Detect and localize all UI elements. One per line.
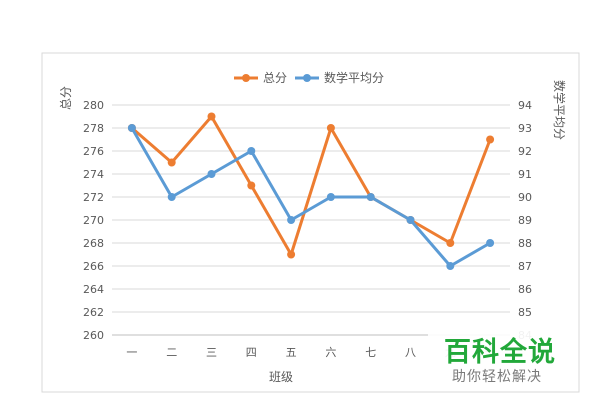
x-tick-label: 二 [166, 346, 177, 359]
left-axis-ticks: 260 262 264 266 268 270 272 274 276 278 280 [83, 99, 104, 342]
left-tick-label: 280 [83, 99, 104, 112]
left-tick-label: 268 [83, 237, 104, 250]
legend-marker-total [242, 74, 250, 82]
series-2-point [287, 216, 296, 224]
x-tick-label: 六 [325, 346, 336, 359]
series-2-point [366, 193, 375, 201]
series-2-point [207, 170, 216, 178]
watermark: 百科全说 助你轻松解决 [428, 322, 578, 388]
series-1-point [207, 112, 216, 121]
right-tick-label: 90 [518, 191, 532, 204]
legend: 总分 数学平均分 [234, 70, 384, 85]
series-1-point [287, 250, 296, 259]
left-tick-label: 260 [83, 329, 104, 342]
right-tick-label: 92 [518, 145, 532, 158]
series-2-point [167, 193, 176, 201]
series-1-point [167, 158, 176, 167]
right-tick-label: 94 [518, 99, 532, 112]
left-tick-label: 272 [83, 191, 104, 204]
series-1-point [486, 135, 495, 144]
right-tick-label: 89 [518, 214, 532, 227]
right-tick-label: 85 [518, 306, 532, 319]
legend-marker-math [303, 74, 311, 82]
legend-label-total: 总分 [263, 71, 287, 85]
watermark-logo: 百科全说 [444, 337, 556, 368]
left-tick-label: 270 [83, 214, 104, 227]
left-tick-label: 278 [83, 122, 104, 135]
right-tick-label: 88 [518, 237, 532, 250]
right-tick-label: 86 [518, 283, 532, 296]
y-axis-title: 总分 [59, 86, 73, 110]
series-1-point [326, 124, 335, 132]
series-2-point [247, 147, 256, 155]
series-2-point [446, 262, 455, 270]
left-tick-label: 266 [83, 260, 104, 273]
series-2-point [127, 124, 136, 132]
series-2-point [326, 193, 335, 201]
legend-label-math: 数学平均分 [324, 70, 384, 85]
series-1-point [446, 239, 455, 247]
series-layer [127, 112, 495, 270]
y2-axis-title: 数学平均分 [552, 80, 567, 140]
right-tick-label: 91 [518, 168, 532, 181]
watermark-slogan: 助你轻松解决 [452, 369, 542, 385]
x-axis-title: 班级 [269, 370, 293, 384]
right-tick-label: 87 [518, 260, 532, 273]
x-tick-label: 三 [206, 346, 217, 359]
right-axis-ticks: 8485868788899091929394 [518, 99, 532, 342]
series-line-1 [130, 115, 492, 256]
left-tick-label: 276 [83, 145, 104, 158]
x-tick-label: 五 [286, 346, 297, 359]
series-1-point [247, 181, 256, 190]
series-2-point [486, 239, 495, 247]
series-line-2 [130, 126, 492, 268]
series-2-point [406, 216, 415, 224]
x-tick-label: 一 [126, 346, 137, 359]
x-tick-label: 四 [246, 346, 257, 359]
right-tick-label: 93 [518, 122, 532, 135]
left-tick-label: 264 [83, 283, 104, 296]
left-tick-label: 262 [83, 306, 104, 319]
x-tick-label: 八 [405, 346, 416, 359]
left-tick-label: 274 [83, 168, 104, 181]
x-tick-label: 七 [365, 346, 376, 359]
